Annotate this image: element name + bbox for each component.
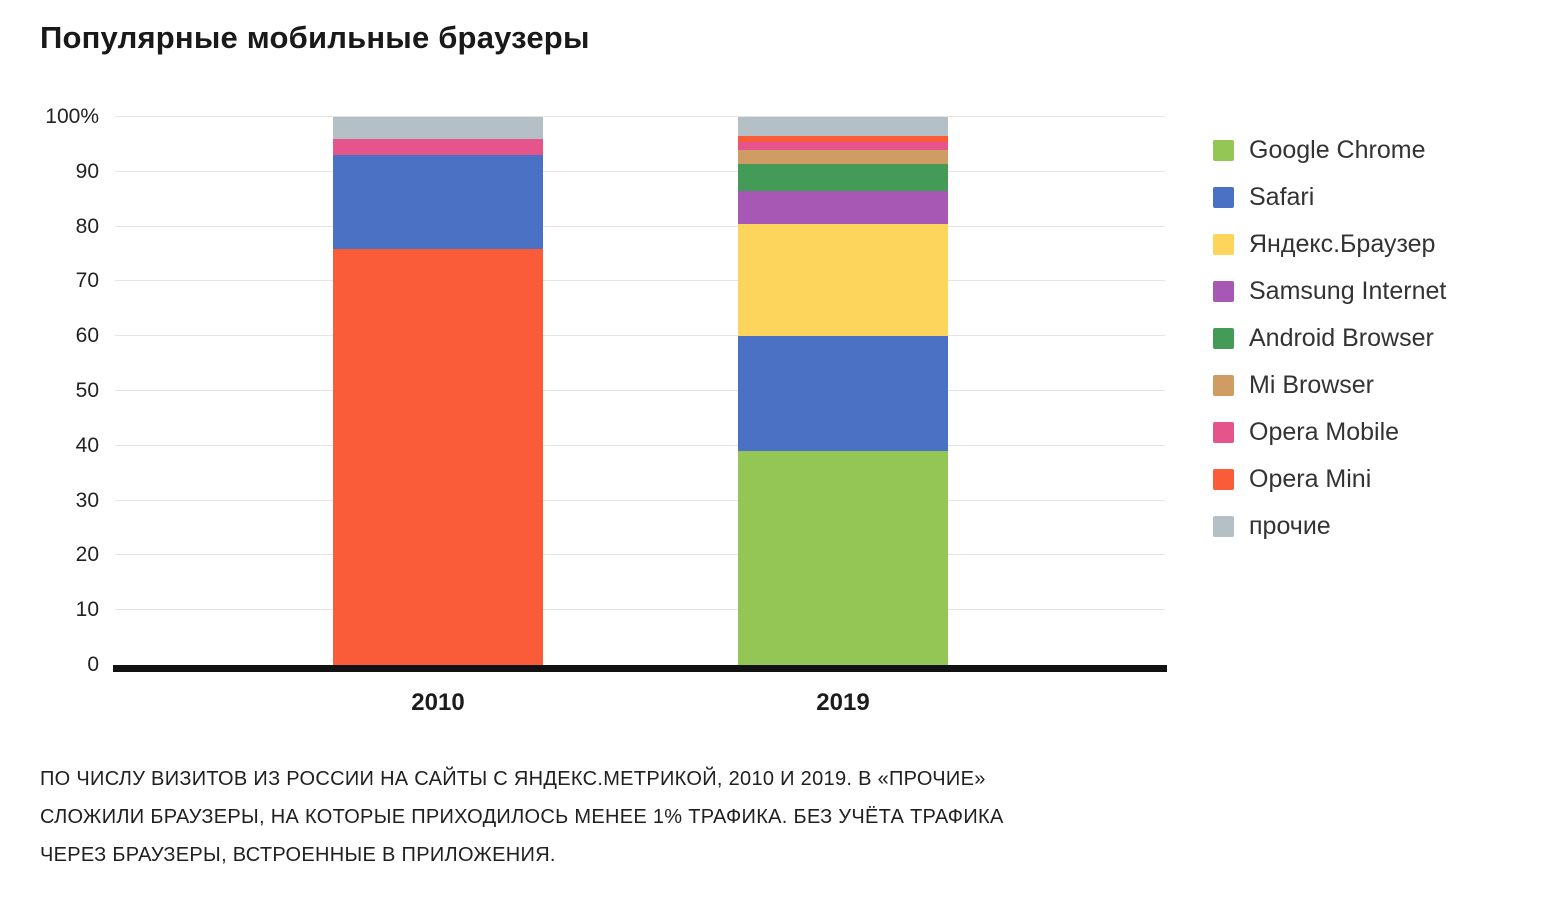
gridline-80: [115, 225, 1165, 227]
gridline-50: [115, 390, 1165, 391]
plot-area: 0 10 20 30 40 50 60 70 80 90 100% 2010 2019: [45, 105, 1167, 716]
y-tick-label-80: 80: [75, 214, 99, 238]
legend-item-прочие: прочие: [1213, 511, 1446, 541]
gridline-20: [115, 554, 1165, 556]
bar-segment-2010-Opera Mobile: [333, 138, 543, 156]
legend-swatch-icon: [1213, 421, 1234, 443]
footnote: ПО ЧИСЛУ ВИЗИТОВ ИЗ РОССИИ НА САЙТЫ С ЯН…: [40, 760, 1004, 874]
bar-segment-2019-Google Chrome: [738, 451, 948, 665]
legend-label: Opera Mini: [1249, 464, 1372, 493]
legend-swatch-icon: [1213, 233, 1234, 255]
y-tick-label-40: 40: [75, 433, 99, 457]
legend-item-Android Browser: Android Browser: [1213, 323, 1446, 353]
footnote-line-3: ЧЕРЕЗ БРАУЗЕРЫ, ВСТРОЕННЫЕ В ПРИЛОЖЕНИЯ.: [40, 844, 556, 866]
bar-segment-2010-прочие: [333, 117, 543, 139]
legend-swatch-icon: [1213, 327, 1234, 349]
legend: Google Chrome Safari Яндекс.Браузер Samsung…: [1213, 135, 1446, 541]
legend-swatch-icon: [1213, 468, 1234, 490]
y-tick-label-60: 60: [75, 324, 99, 348]
y-tick-label-50: 50: [75, 379, 99, 402]
legend-swatch-icon: [1213, 139, 1234, 161]
legend-label: Mi Browser: [1249, 370, 1375, 399]
legend-item-Samsung Internet: Samsung Internet: [1213, 276, 1446, 306]
stacked-bar-2019: [738, 117, 948, 665]
gridline-10: [115, 609, 1165, 611]
bar-segment-2019-Android Browser: [738, 163, 948, 191]
x-tick-label-2019: 2019: [816, 689, 870, 716]
legend-item-Opera Mini: Opera Mini: [1213, 464, 1446, 494]
bar-segment-2019-Samsung Internet: [738, 191, 948, 224]
legend-label: Samsung Internet: [1249, 276, 1447, 305]
bar-segment-2019-Safari: [738, 336, 948, 452]
footnote-line-1: ПО ЧИСЛУ ВИЗИТОВ ИЗ РОССИИ НА САЙТЫ С ЯН…: [40, 768, 986, 790]
stacked-bar-2010: [333, 117, 543, 665]
bar-segment-2010-Opera Mini: [333, 248, 543, 665]
chart-title: Популярные мобильные браузеры: [40, 20, 590, 55]
bar-segment-2019-Opera Mini: [738, 136, 948, 142]
x-axis-line: [113, 665, 1167, 672]
bar-segment-2019-Яндекс.Браузер: [738, 223, 948, 337]
legend-label: Android Browser: [1249, 323, 1434, 352]
legend-item-Google Chrome: Google Chrome: [1213, 135, 1446, 165]
legend-item-Яндекс.Браузер: Яндекс.Браузер: [1213, 229, 1446, 259]
gridline-30: [115, 499, 1165, 501]
bar-segment-2019-прочие: [738, 117, 948, 137]
legend-swatch-icon: [1213, 374, 1234, 396]
bar-segment-2010-Safari: [333, 155, 543, 249]
legend-item-Mi Browser: Mi Browser: [1213, 370, 1446, 400]
legend-item-Safari: Safari: [1213, 182, 1446, 212]
bar-segment-2019-Opera Mobile: [738, 141, 948, 150]
gridline-90: [115, 170, 1165, 172]
footnote-line-2: СЛОЖИЛИ БРАУЗЕРЫ, НА КОТОРЫЕ ПРИХОДИЛОСЬ…: [40, 806, 1004, 828]
y-tick-label-10: 10: [75, 598, 99, 622]
gridline-60: [115, 335, 1165, 337]
y-tick-label-70: 70: [75, 269, 99, 293]
legend-swatch-icon: [1213, 280, 1234, 302]
bar-segment-2019-Mi Browser: [738, 149, 948, 164]
legend-label: прочие: [1249, 511, 1331, 540]
legend-label: Opera Mobile: [1249, 417, 1400, 446]
legend-swatch-icon: [1213, 515, 1234, 537]
legend-label: Safari: [1249, 182, 1315, 211]
legend-label: Яндекс.Браузер: [1249, 229, 1436, 258]
y-tick-label-100: 100%: [45, 105, 99, 128]
legend-label: Google Chrome: [1249, 135, 1426, 164]
y-tick-label-90: 90: [75, 159, 99, 183]
x-tick-label-2010: 2010: [411, 689, 465, 716]
y-tick-label-0: 0: [87, 653, 99, 676]
y-tick-label-30: 30: [75, 488, 99, 512]
legend-item-Opera Mobile: Opera Mobile: [1213, 417, 1446, 447]
legend-swatch-icon: [1213, 186, 1234, 208]
gridline-100: [115, 116, 1165, 117]
y-tick-label-20: 20: [75, 543, 99, 567]
gridline-70: [115, 280, 1165, 282]
gridline-40: [115, 444, 1165, 446]
